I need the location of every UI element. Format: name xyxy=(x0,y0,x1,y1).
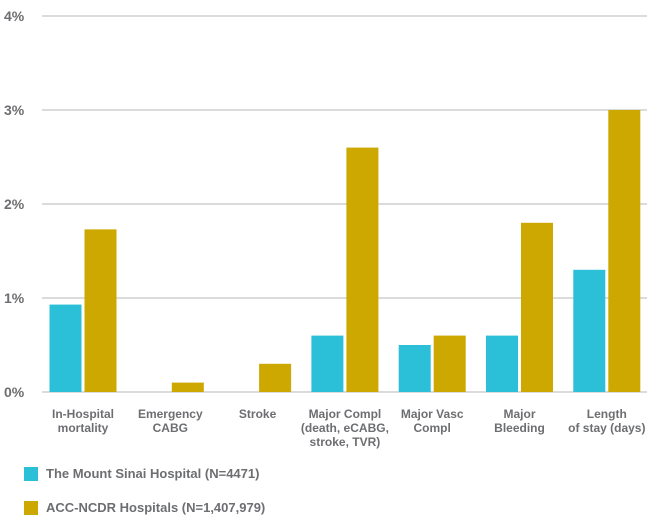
x-tick-label: Major xyxy=(503,407,535,421)
bar-acc-ncdr xyxy=(521,222,553,392)
x-tick-label: Emergency xyxy=(138,407,203,421)
bar-mount-sinai xyxy=(573,269,606,392)
x-tick-label: Stroke xyxy=(239,407,277,421)
y-tick-label: 0% xyxy=(4,384,25,400)
bar-mount-sinai xyxy=(311,335,344,392)
y-axis-ticks: 0% 1% 2% 3% 4% xyxy=(4,8,25,400)
bar-acc-ncdr xyxy=(346,147,379,392)
legend-item-mount-sinai: The Mount Sinai Hospital (N=4471) xyxy=(24,466,259,481)
x-tick-label: mortality xyxy=(58,421,109,435)
bar-acc-ncdr xyxy=(259,363,292,392)
legend-swatch-mount-sinai xyxy=(24,466,38,481)
x-tick-label: Length xyxy=(587,407,627,421)
gridlines xyxy=(42,15,647,393)
x-tick-label: Major Compl xyxy=(309,407,382,421)
x-tick-label: CABG xyxy=(153,421,188,435)
bar-acc-ncdr xyxy=(84,229,117,392)
x-tick-label: Bleeding xyxy=(494,421,545,435)
bar-acc-ncdr xyxy=(608,110,641,392)
y-tick-label: 1% xyxy=(4,290,25,306)
y-tick-label: 3% xyxy=(4,102,25,118)
legend-swatch-acc-ncdr xyxy=(24,500,38,515)
legend-label-mount-sinai: The Mount Sinai Hospital (N=4471) xyxy=(46,466,260,481)
y-tick-label: 4% xyxy=(4,8,25,24)
bar-mount-sinai xyxy=(398,345,431,392)
legend-item-acc-ncdr: ACC-NCDR Hospitals (N=1,407,979) xyxy=(24,500,265,515)
y-tick-label: 2% xyxy=(4,196,25,212)
x-tick-label: stroke, TVR) xyxy=(310,435,381,449)
bar-mount-sinai xyxy=(486,335,518,392)
bars xyxy=(49,110,641,392)
bar-mount-sinai xyxy=(49,304,82,392)
legend-label-acc-ncdr: ACC-NCDR Hospitals (N=1,407,979) xyxy=(46,500,266,515)
x-tick-label: In-Hospital xyxy=(52,407,114,421)
x-tick-label: (death, eCABG, xyxy=(301,421,389,435)
x-tick-label: Major Vasc xyxy=(401,407,464,421)
x-tick-label: Compl xyxy=(414,421,451,435)
bar-acc-ncdr xyxy=(433,335,466,392)
bar-acc-ncdr xyxy=(171,382,204,392)
x-tick-label: of stay (days) xyxy=(568,421,645,435)
